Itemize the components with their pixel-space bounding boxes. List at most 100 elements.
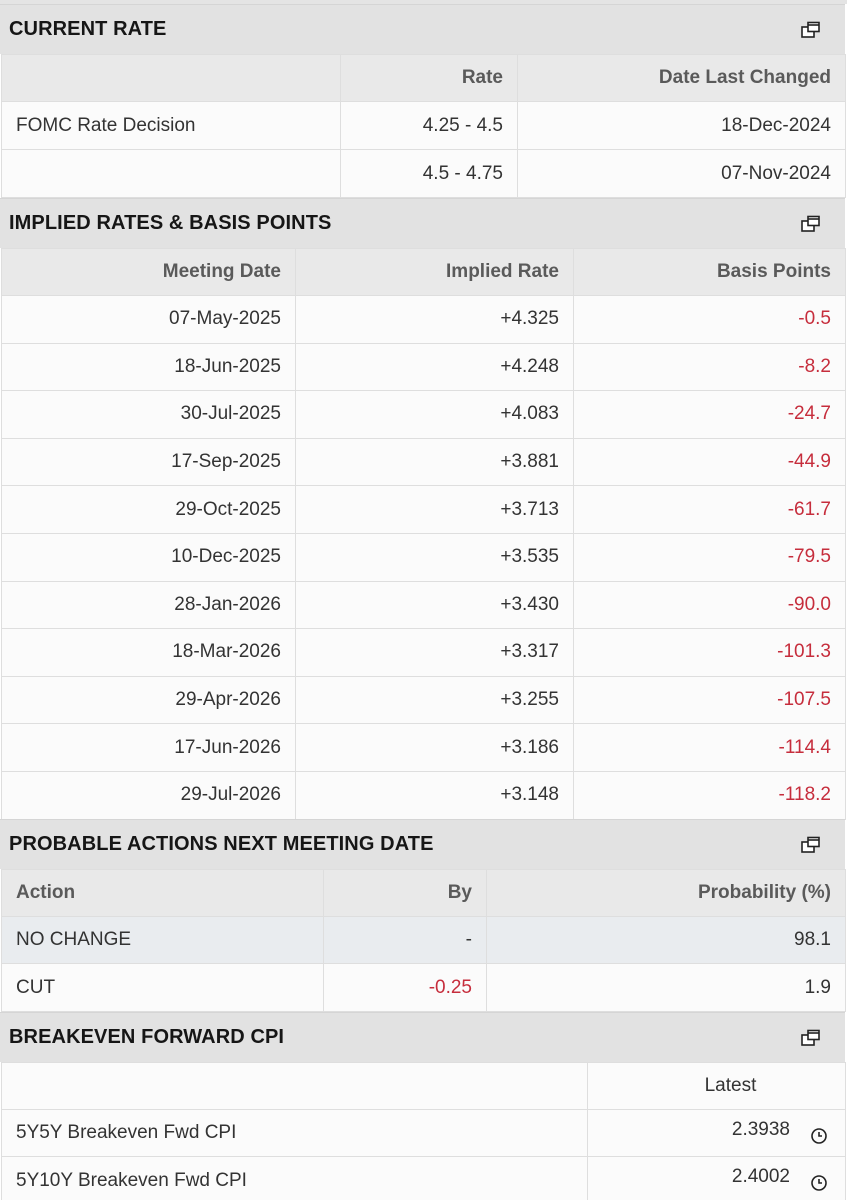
clock-icon[interactable] <box>810 1127 828 1145</box>
basis-points: -61.7 <box>573 485 846 534</box>
table-row: 07-May-2025 +4.325 -0.5 <box>1 295 846 344</box>
date-value: 18-Dec-2024 <box>517 101 846 150</box>
popout-window-icon[interactable] <box>801 215 821 233</box>
probable-actions-title: PROBABLE ACTIONS NEXT MEETING DATE <box>9 833 434 855</box>
clock-icon[interactable] <box>810 1174 828 1192</box>
rate-value: 4.5 - 4.75 <box>340 149 518 198</box>
implied-rates-title: IMPLIED RATES & BASIS POINTS <box>9 212 332 234</box>
current-rate-title: CURRENT RATE <box>9 18 167 40</box>
table-header-row: Rate Date Last Changed <box>1 54 846 102</box>
implied-rate: +3.535 <box>295 532 574 582</box>
column-header-rate: Rate <box>340 54 518 102</box>
date-value: 07-Nov-2024 <box>517 149 846 198</box>
meeting-date: 30-Jul-2025 <box>1 390 296 439</box>
column-header-implied-rate: Implied Rate <box>295 248 574 296</box>
meeting-date: 29-Jul-2026 <box>1 770 296 820</box>
cpi-value: 2.4002 <box>731 1166 790 1187</box>
breakeven-cpi-header: BREAKEVEN FORWARD CPI <box>0 1012 845 1062</box>
meeting-date: 28-Jan-2026 <box>1 580 296 630</box>
meeting-date: 10-Dec-2025 <box>1 532 296 582</box>
row-label <box>1 149 341 198</box>
implied-rate: +4.248 <box>295 342 574 392</box>
meeting-date: 29-Apr-2026 <box>1 675 296 725</box>
cpi-value-cell: 2.4002 <box>587 1156 846 1200</box>
basis-points: -107.5 <box>573 675 846 725</box>
table-row: 17-Sep-2025 +3.881 -44.9 <box>1 437 846 487</box>
popout-window-icon[interactable] <box>801 21 821 39</box>
implied-rates-table: Meeting Date Implied Rate Basis Points 0… <box>1 248 846 820</box>
breakeven-cpi-title: BREAKEVEN FORWARD CPI <box>9 1026 285 1048</box>
table-row: 29-Apr-2026 +3.255 -107.5 <box>1 675 846 725</box>
cpi-value-cell: 2.3938 <box>587 1109 846 1157</box>
action-name: NO CHANGE <box>1 916 324 964</box>
meeting-date: 07-May-2025 <box>1 295 296 344</box>
column-header-meeting-date: Meeting Date <box>1 248 296 296</box>
column-header-basis-points: Basis Points <box>573 248 846 296</box>
basis-points: -24.7 <box>573 390 846 439</box>
column-header-latest: Latest <box>587 1062 846 1110</box>
table-header-row: Latest <box>1 1062 846 1110</box>
table-header-row: Action By Probability (%) <box>1 869 846 917</box>
table-row: FOMC Rate Decision 4.25 - 4.5 18-Dec-202… <box>1 101 846 150</box>
table-header-row: Meeting Date Implied Rate Basis Points <box>1 248 846 296</box>
implied-rate: +3.881 <box>295 437 574 487</box>
implied-rate: +4.325 <box>295 295 574 344</box>
rate-value: 4.25 - 4.5 <box>340 101 518 150</box>
current-rate-table: Rate Date Last Changed FOMC Rate Decisio… <box>1 54 846 198</box>
meeting-date: 17-Sep-2025 <box>1 437 296 487</box>
table-row: 17-Jun-2026 +3.186 -114.4 <box>1 723 846 772</box>
implied-rate: +3.186 <box>295 723 574 772</box>
implied-rate: +4.083 <box>295 390 574 439</box>
basis-points: -118.2 <box>573 770 846 820</box>
basis-points: -0.5 <box>573 295 846 344</box>
basis-points: -90.0 <box>573 580 846 630</box>
table-row: 10-Dec-2025 +3.535 -79.5 <box>1 532 846 582</box>
implied-rate: +3.430 <box>295 580 574 630</box>
meeting-date: 18-Jun-2025 <box>1 342 296 392</box>
table-row: 29-Oct-2025 +3.713 -61.7 <box>1 485 846 534</box>
table-row: 29-Jul-2026 +3.148 -118.2 <box>1 770 846 820</box>
basis-points: -79.5 <box>573 532 846 582</box>
breakeven-cpi-table: Latest 5Y5Y Breakeven Fwd CPI 2.3938 5Y1… <box>1 1062 846 1200</box>
column-header-action: Action <box>1 869 324 917</box>
probable-actions-header: PROBABLE ACTIONS NEXT MEETING DATE <box>0 819 845 869</box>
action-name: CUT <box>1 963 324 1012</box>
column-header-by: By <box>323 869 487 917</box>
basis-points: -8.2 <box>573 342 846 392</box>
column-header <box>1 1062 588 1110</box>
column-header-date-last-changed: Date Last Changed <box>517 54 846 102</box>
implied-rates-header: IMPLIED RATES & BASIS POINTS <box>0 198 845 248</box>
column-header-probability: Probability (%) <box>486 869 846 917</box>
top-border <box>0 0 847 4</box>
action-by: -0.25 <box>323 963 487 1012</box>
table-row: 5Y10Y Breakeven Fwd CPI 2.4002 <box>1 1156 846 1200</box>
probable-actions-table: Action By Probability (%) NO CHANGE - 98… <box>1 869 846 1012</box>
row-label: FOMC Rate Decision <box>1 101 341 150</box>
table-row: 28-Jan-2026 +3.430 -90.0 <box>1 580 846 630</box>
action-probability: 1.9 <box>486 963 846 1012</box>
table-row: 4.5 - 4.75 07-Nov-2024 <box>1 149 846 198</box>
implied-rate: +3.317 <box>295 628 574 677</box>
column-header <box>1 54 341 102</box>
implied-rate: +3.713 <box>295 485 574 534</box>
table-row: CUT -0.25 1.9 <box>1 963 846 1012</box>
table-row: 5Y5Y Breakeven Fwd CPI 2.3938 <box>1 1109 846 1157</box>
basis-points: -44.9 <box>573 437 846 487</box>
popout-window-icon[interactable] <box>801 836 821 854</box>
table-row: 30-Jul-2025 +4.083 -24.7 <box>1 390 846 439</box>
meeting-date: 29-Oct-2025 <box>1 485 296 534</box>
current-rate-header: CURRENT RATE <box>0 4 845 54</box>
meeting-date: 17-Jun-2026 <box>1 723 296 772</box>
basis-points: -101.3 <box>573 628 846 677</box>
popout-window-icon[interactable] <box>801 1029 821 1047</box>
action-by: - <box>323 916 487 964</box>
table-row: 18-Mar-2026 +3.317 -101.3 <box>1 628 846 677</box>
meeting-date: 18-Mar-2026 <box>1 628 296 677</box>
cpi-label: 5Y5Y Breakeven Fwd CPI <box>1 1109 588 1157</box>
table-row: NO CHANGE - 98.1 <box>1 916 846 964</box>
implied-rate: +3.255 <box>295 675 574 725</box>
basis-points: -114.4 <box>573 723 846 772</box>
cpi-value: 2.3938 <box>731 1119 790 1140</box>
action-probability: 98.1 <box>486 916 846 964</box>
implied-rate: +3.148 <box>295 770 574 820</box>
